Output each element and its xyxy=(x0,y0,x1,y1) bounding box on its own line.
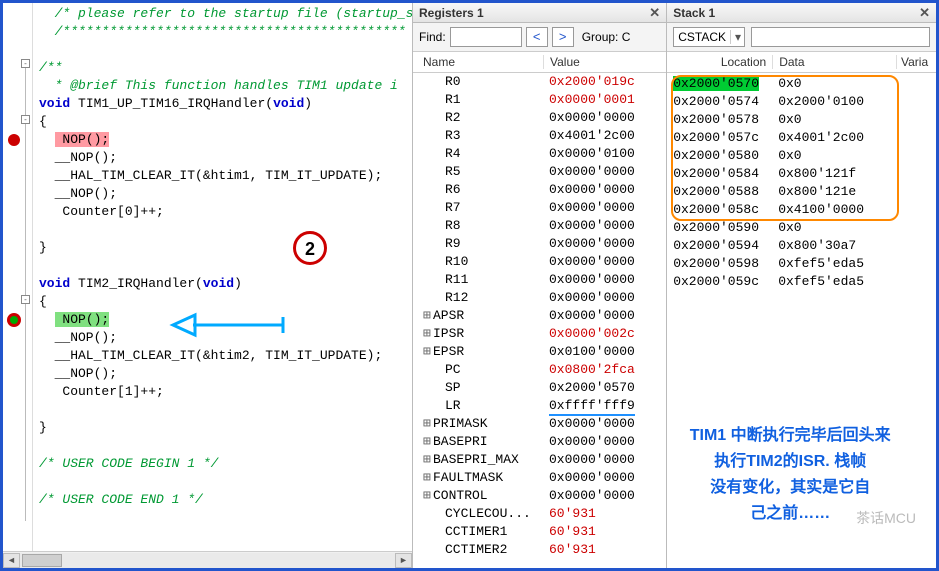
register-row[interactable]: CCTIMER1 60'931 xyxy=(413,523,666,541)
stack-row[interactable]: 0x2000'05780x0 xyxy=(667,111,936,129)
register-row[interactable]: CYCLECOU... 60'931 xyxy=(413,505,666,523)
find-input[interactable] xyxy=(450,27,522,47)
find-next-button[interactable]: > xyxy=(552,27,574,47)
horizontal-scrollbar[interactable]: ◄ ► xyxy=(3,551,412,568)
fold-icon[interactable]: - xyxy=(21,59,30,68)
close-icon[interactable]: ✕ xyxy=(919,5,930,21)
register-row[interactable]: ⊞BASEPRI_MAX 0x0000'0000 xyxy=(413,451,666,469)
stack-title: Stack 1 xyxy=(673,6,715,20)
register-row[interactable]: R7 0x0000'0000 xyxy=(413,199,666,217)
scroll-left-button[interactable]: ◄ xyxy=(3,553,20,568)
close-icon[interactable]: ✕ xyxy=(649,5,660,21)
breakpoint-active-icon[interactable] xyxy=(7,313,21,327)
register-row[interactable]: ⊞APSR 0x0000'0000 xyxy=(413,307,666,325)
register-row[interactable]: R5 0x0000'0000 xyxy=(413,163,666,181)
registers-title: Registers 1 xyxy=(419,6,484,20)
code-editor-pane: - - - /* please refer to the startup fil… xyxy=(3,3,413,568)
col-value: Value xyxy=(543,55,666,69)
register-row[interactable]: R6 0x0000'0000 xyxy=(413,181,666,199)
watermark: 茶话MCU xyxy=(856,508,916,528)
chevron-down-icon[interactable]: ▾ xyxy=(730,30,744,44)
col-variable: Varia xyxy=(896,55,936,69)
register-row[interactable]: ⊞CONTROL 0x0000'0000 xyxy=(413,487,666,505)
stack-row[interactable]: 0x2000'05980xfef5'eda5 xyxy=(667,255,936,273)
stack-row[interactable]: 0x2000'05900x0 xyxy=(667,219,936,237)
stack-row[interactable]: 0x2000'05880x800'121e xyxy=(667,183,936,201)
register-row[interactable]: SP 0x2000'0570 xyxy=(413,379,666,397)
find-prev-button[interactable]: < xyxy=(526,27,548,47)
stack-combo-label: CSTACK xyxy=(674,30,730,44)
col-name: Name xyxy=(413,55,543,69)
stack-row[interactable]: 0x2000'05940x800'30a7 xyxy=(667,237,936,255)
stack-row[interactable]: 0x2000'058c0x4100'0000 xyxy=(667,201,936,219)
register-row[interactable]: R3 0x4001'2c00 xyxy=(413,127,666,145)
register-row[interactable]: R0 0x2000'019c xyxy=(413,73,666,91)
stack-list[interactable]: 0x2000'05700x0 0x2000'05740x2000'0100 0x… xyxy=(667,73,936,568)
stack-pane: Stack 1 ✕ CSTACK ▾ Location Data Varia 0… xyxy=(667,3,936,568)
registers-list[interactable]: R0 0x2000'019c R1 0x0000'0001 R2 0x0000'… xyxy=(413,73,666,568)
register-row[interactable]: ⊞PRIMASK 0x0000'0000 xyxy=(413,415,666,433)
fold-icon[interactable]: - xyxy=(21,115,30,124)
register-row[interactable]: R4 0x0000'0100 xyxy=(413,145,666,163)
register-row[interactable]: R9 0x0000'0000 xyxy=(413,235,666,253)
registers-header: Name Value xyxy=(413,52,666,73)
stack-row[interactable]: 0x2000'05700x0 xyxy=(667,75,936,93)
stack-address-input[interactable] xyxy=(751,27,930,47)
register-row[interactable]: LR 0xffff'fff9 xyxy=(413,397,666,415)
stack-row[interactable]: 0x2000'05800x0 xyxy=(667,147,936,165)
register-row[interactable]: R2 0x0000'0000 xyxy=(413,109,666,127)
stack-row[interactable]: 0x2000'057c0x4001'2c00 xyxy=(667,129,936,147)
fold-icon[interactable]: - xyxy=(21,295,30,304)
register-row[interactable]: R10 0x0000'0000 xyxy=(413,253,666,271)
stack-row[interactable]: 0x2000'059c0xfef5'eda5 xyxy=(667,273,936,291)
stack-row[interactable]: 0x2000'05740x2000'0100 xyxy=(667,93,936,111)
register-row[interactable]: PC 0x0800'2fca xyxy=(413,361,666,379)
register-row[interactable]: CCTIMER2 60'931 xyxy=(413,541,666,559)
code-area[interactable]: /* please refer to the startup file (sta… xyxy=(33,3,412,551)
register-row[interactable]: R11 0x0000'0000 xyxy=(413,271,666,289)
col-location: Location xyxy=(667,55,772,69)
col-data: Data xyxy=(772,55,896,69)
scroll-thumb[interactable] xyxy=(22,554,62,567)
stack-combo[interactable]: CSTACK ▾ xyxy=(673,27,745,47)
code-gutter: - - - xyxy=(3,3,33,551)
register-row[interactable]: ⊞EPSR 0x0100'0000 xyxy=(413,343,666,361)
find-label: Find: xyxy=(419,30,446,44)
register-row[interactable]: ⊞BASEPRI 0x0000'0000 xyxy=(413,433,666,451)
register-row[interactable]: ⊞IPSR 0x0000'002c xyxy=(413,325,666,343)
register-row[interactable]: ⊞FAULTMASK 0x0000'0000 xyxy=(413,469,666,487)
stack-row[interactable]: 0x2000'05840x800'121f xyxy=(667,165,936,183)
stack-header: Location Data Varia xyxy=(667,52,936,73)
register-row[interactable]: R12 0x0000'0000 xyxy=(413,289,666,307)
register-row[interactable]: R1 0x0000'0001 xyxy=(413,91,666,109)
registers-pane: Registers 1 ✕ Find: < > Group: C Name Va… xyxy=(413,3,667,568)
register-row[interactable]: R8 0x0000'0000 xyxy=(413,217,666,235)
group-label: Group: C xyxy=(582,30,631,44)
scroll-right-button[interactable]: ► xyxy=(395,553,412,568)
breakpoint-icon[interactable] xyxy=(8,134,20,146)
